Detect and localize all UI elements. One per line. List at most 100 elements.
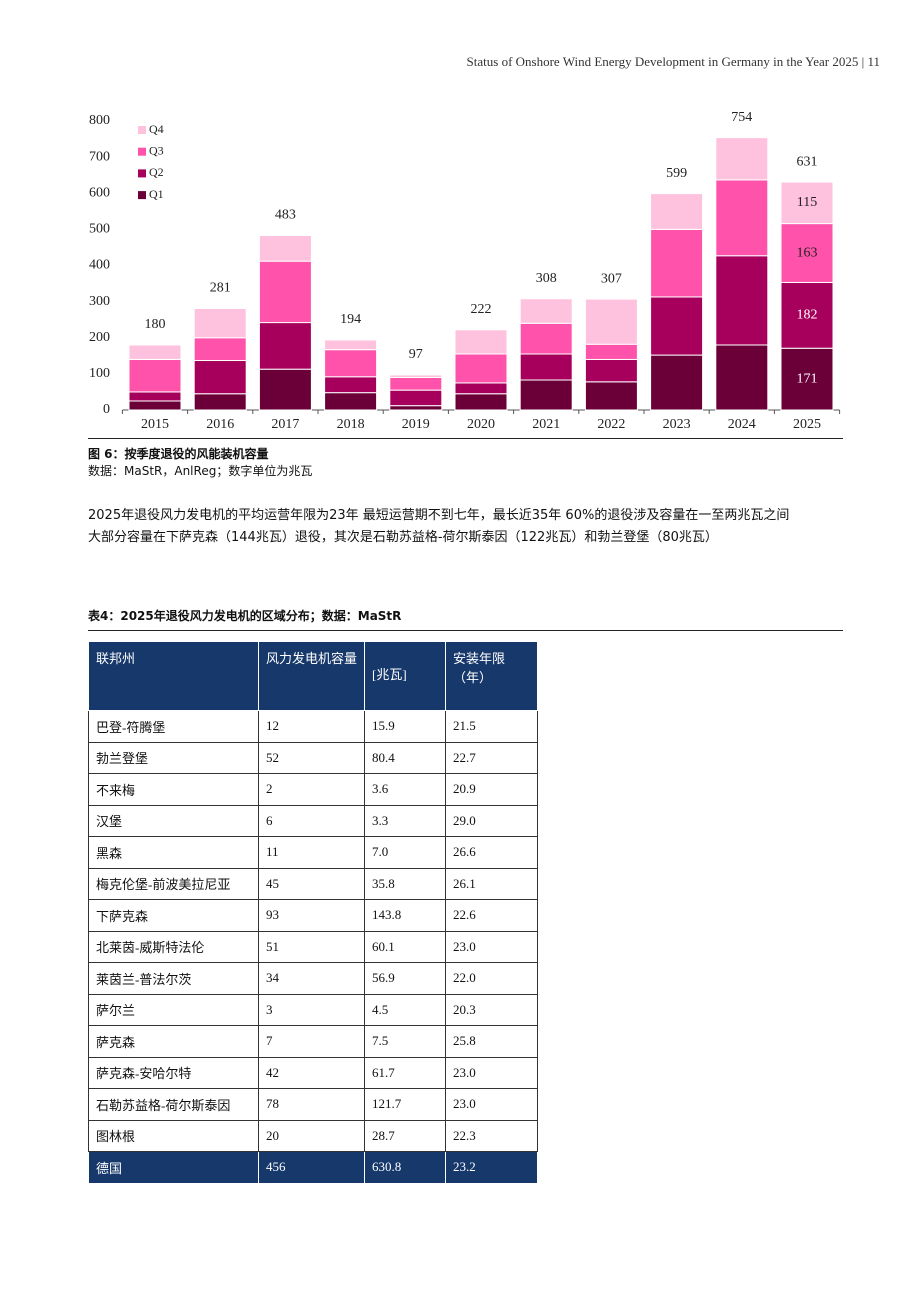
table-cell: 联邦州	[88, 641, 259, 711]
total-label: 180	[145, 317, 166, 332]
rule	[88, 438, 843, 439]
bar-segment	[389, 405, 443, 411]
total-label: 483	[275, 208, 296, 223]
table-cell: 4.5	[364, 993, 447, 1026]
bar-segment	[324, 339, 378, 351]
table-row: 萨克森-安哈尔特 42 61.7 23.0	[88, 1056, 539, 1089]
table-cell: 7	[257, 1025, 366, 1058]
bar-segment	[258, 235, 312, 262]
table-row: 梅克伦堡-前波美拉尼亚 45 35.8 26.1	[88, 867, 539, 900]
bar-segment	[258, 322, 312, 370]
table-row: 黑森 11 7.0 26.6	[88, 836, 539, 869]
table-cell: 3.6	[364, 773, 447, 806]
bar-segment	[519, 322, 573, 355]
table-row: 北莱茵-威斯特法伦 51 60.1 23.0	[88, 930, 539, 963]
table-cell: 23.0	[445, 1088, 539, 1121]
table-cell: 萨尔兰	[88, 993, 259, 1026]
total-label: 599	[666, 166, 687, 181]
x-tick-label: 2020	[467, 417, 495, 432]
legend-label: Q2	[149, 165, 164, 179]
y-tick-label: 100	[89, 366, 110, 381]
bar-segment	[389, 376, 443, 391]
x-tick-label: 2016	[206, 417, 234, 432]
table-cell: 78	[257, 1088, 366, 1121]
bar-segment	[389, 389, 443, 407]
table-cell: 56.9	[364, 962, 447, 995]
total-label: 754	[731, 110, 752, 125]
table-row: 萨克森 7 7.5 25.8	[88, 1025, 539, 1058]
table-cell: 51	[257, 930, 366, 963]
table-cell: 汉堡	[88, 804, 259, 837]
paragraph-line: 大部分容量在下萨克森（144兆瓦）退役，其次是石勒苏益格-荷尔斯泰因（122兆瓦…	[88, 530, 718, 545]
bar-segment	[519, 379, 573, 411]
legend-swatch	[138, 147, 146, 156]
legend-swatch	[138, 169, 146, 178]
bar-segment	[584, 298, 638, 345]
total-label: 222	[471, 302, 492, 317]
table-cell: 3	[257, 993, 366, 1026]
x-tick-label: 2022	[597, 417, 625, 432]
table-cell: 143.8	[364, 899, 447, 932]
table-cell: 93	[257, 899, 366, 932]
total-label: 631	[797, 154, 818, 169]
x-tick-label: 2015	[141, 417, 169, 432]
table-row: 德国 456 630.8 23.2	[88, 1151, 539, 1184]
table-cell: 20	[257, 1119, 366, 1152]
bar-segment	[193, 393, 247, 411]
table-cell: 3.3	[364, 804, 447, 837]
legend-label: Q1	[149, 187, 164, 201]
table-cell: 莱茵兰-普法尔茨	[88, 962, 259, 995]
table-cell: 23.2	[445, 1151, 539, 1184]
bar-segment	[389, 374, 443, 378]
bar-segment	[193, 337, 247, 362]
table-cell: 不来梅	[88, 773, 259, 806]
legend-swatch	[138, 191, 146, 200]
bar-segment	[128, 400, 182, 411]
bar-segment	[193, 307, 247, 339]
table-cell: 22.3	[445, 1119, 539, 1152]
table: 联邦州 风力发电机容量 [兆瓦] 安装年限（年） 巴登-符腾堡 12 15.9 21.5 勃兰登…	[88, 641, 539, 1184]
table-cell: 456	[257, 1151, 366, 1184]
table-cell: 80.4	[364, 741, 447, 774]
table-cell: 630.8	[364, 1151, 447, 1184]
bar-segment	[454, 393, 508, 411]
bar-segment	[324, 392, 378, 411]
table-title: 表4：2025年退役风力发电机的区域分布；数据：MaStR	[88, 609, 402, 623]
table-cell: 北莱茵-威斯特法伦	[88, 930, 259, 963]
table-cell: 风力发电机容量	[257, 641, 366, 711]
table-row: 下萨克森 93 143.8 22.6	[88, 899, 539, 932]
table-row: 汉堡 6 3.3 29.0	[88, 804, 539, 837]
table-cell: 22.6	[445, 899, 539, 932]
bar-segment	[715, 255, 769, 346]
x-tick-label: 2019	[402, 417, 430, 432]
y-tick-label: 0	[103, 402, 110, 417]
bar-segment	[780, 347, 834, 411]
table-row: 莱茵兰-普法尔茨 34 56.9 22.0	[88, 962, 539, 995]
bar-segment	[454, 382, 508, 395]
rule	[88, 630, 843, 631]
legend-swatch	[138, 126, 146, 134]
bar-segment	[780, 181, 834, 225]
table-row: 联邦州 风力发电机容量 [兆瓦] 安装年限（年）	[88, 641, 539, 711]
table-cell: 萨克森	[88, 1025, 259, 1058]
table-cell: 52	[257, 741, 366, 774]
table-cell: 35.8	[364, 867, 447, 900]
table-cell: 22.0	[445, 962, 539, 995]
bar-segment	[650, 228, 704, 298]
segment-label: 115	[797, 195, 817, 210]
bar-segment	[324, 349, 378, 378]
bar-segment	[650, 296, 704, 356]
table-cell: 15.9	[364, 710, 447, 743]
table-cell: 12	[257, 710, 366, 743]
bar-segment	[324, 376, 378, 394]
table-cell: 45	[257, 867, 366, 900]
y-tick-label: 600	[89, 185, 110, 200]
table-cell: 安装年限（年）	[445, 641, 539, 711]
segment-label: 163	[797, 245, 818, 260]
table-cell: 21.5	[445, 710, 539, 743]
bar-segment	[128, 358, 182, 393]
x-tick-label: 2021	[532, 417, 560, 432]
table-cell: 42	[257, 1056, 366, 1089]
table-cell: 28.7	[364, 1119, 447, 1152]
bar-segment	[584, 343, 638, 360]
